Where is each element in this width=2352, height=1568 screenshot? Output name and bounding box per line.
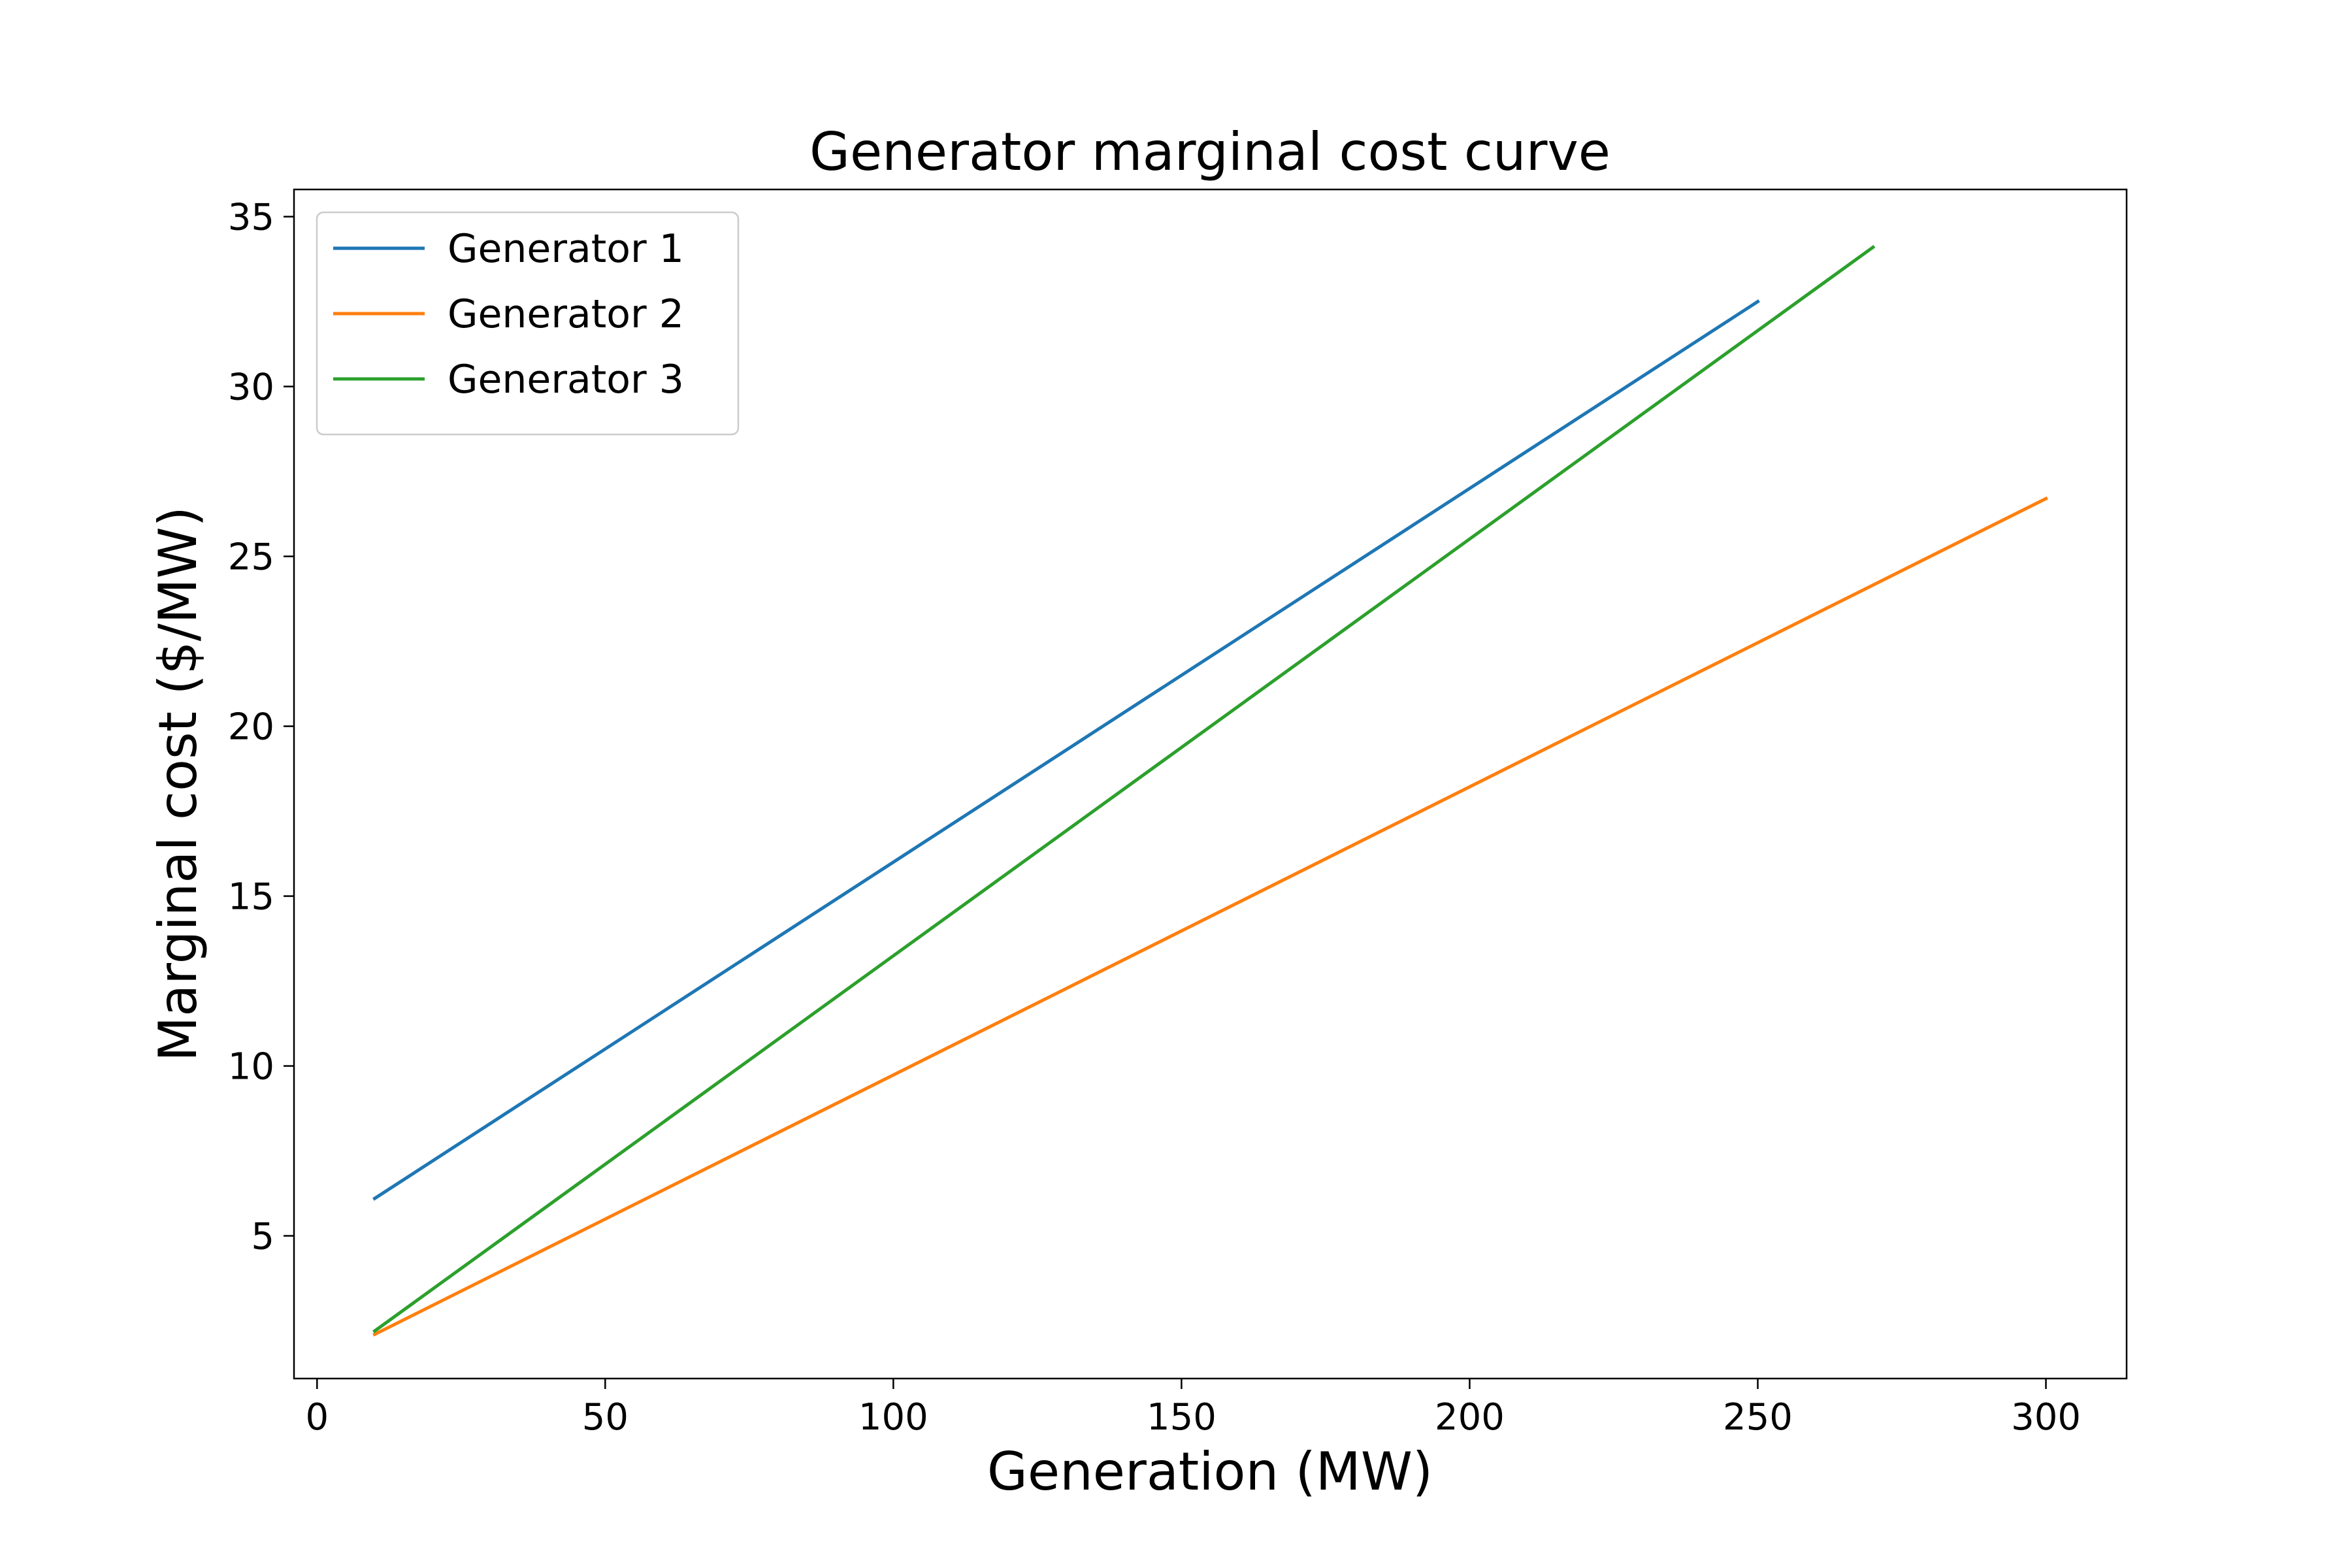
x-tick-label: 150 <box>1147 1396 1217 1439</box>
y-tick-label: 15 <box>228 876 274 919</box>
legend-label: Generator 3 <box>448 357 684 402</box>
series-line-2 <box>372 496 2048 1337</box>
y-axis-label: Marginal cost ($/MW) <box>148 506 208 1062</box>
plot-frame <box>293 188 2128 1380</box>
x-tick-label: 200 <box>1435 1396 1505 1439</box>
y-tick-label: 30 <box>228 367 274 409</box>
x-tick-label: 300 <box>2011 1396 2081 1439</box>
chart-title: Generator marginal cost curve <box>809 122 1610 182</box>
legend: Generator 1 Generator 2 Generator 3 <box>316 211 740 436</box>
series-line-1 <box>372 299 1760 1201</box>
x-tick-label: 100 <box>858 1396 928 1439</box>
series-layer <box>372 244 2048 1337</box>
series-line-3 <box>372 244 1876 1333</box>
y-tick-label: 20 <box>228 706 274 749</box>
y-tick-label: 5 <box>251 1216 274 1258</box>
plot-area <box>293 188 2128 1380</box>
legend-label: Generator 2 <box>448 291 684 337</box>
legend-label: Generator 1 <box>448 226 684 272</box>
y-tick-label: 10 <box>228 1046 274 1088</box>
x-tick-label: 250 <box>1723 1396 1793 1439</box>
y-axis-ticks: 5 10 15 20 25 30 35 <box>228 197 294 1258</box>
y-tick-label: 25 <box>228 536 274 579</box>
x-axis-label: Generation (MW) <box>987 1441 1433 1502</box>
x-tick-label: 50 <box>582 1396 629 1439</box>
x-tick-label: 0 <box>305 1396 329 1439</box>
y-tick-label: 35 <box>228 197 274 239</box>
x-axis-ticks: 0 50 100 150 200 250 300 <box>305 1379 2081 1439</box>
